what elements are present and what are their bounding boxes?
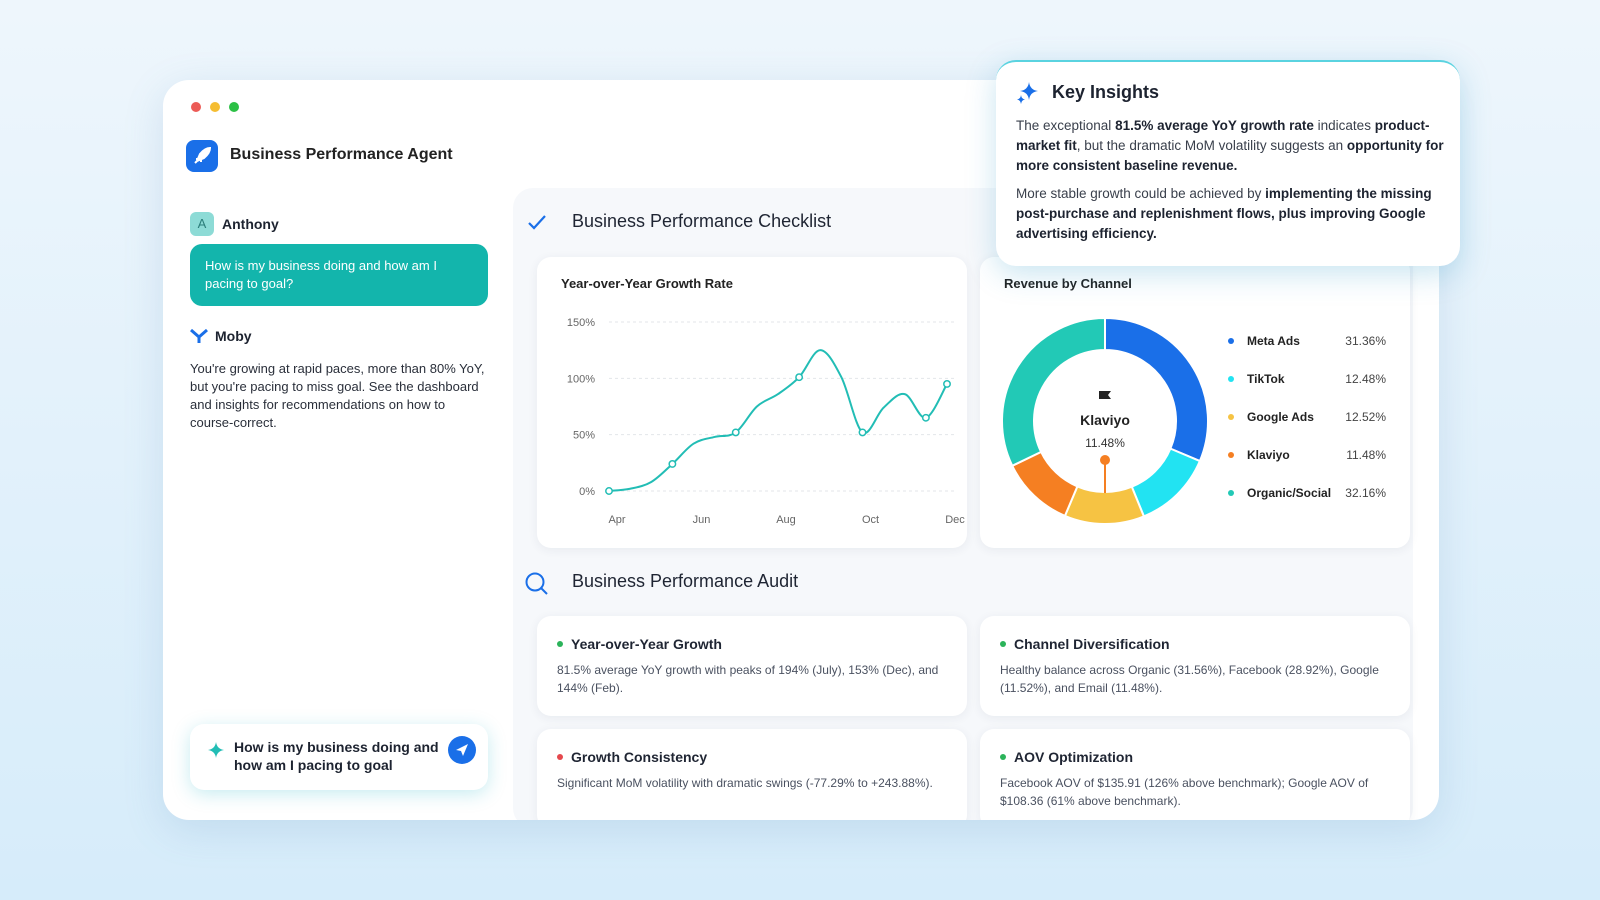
sparkle-icon	[208, 742, 224, 758]
legend-dot	[1228, 452, 1234, 458]
audit-item-title: AOV Optimization	[1014, 749, 1133, 765]
line-chart-card: Year-over-Year Growth Rate 0% 50% 100% 150%…	[537, 257, 967, 548]
audit-item-title: Year-over-Year Growth	[571, 636, 722, 652]
insight-text: , but the dramatic MoM volatility sugges…	[1076, 138, 1347, 153]
agent-name: Moby	[215, 328, 252, 344]
chart-title: Revenue by Channel	[1004, 276, 1132, 291]
legend-value: 11.48%	[1346, 448, 1386, 462]
insights-body: The exceptional 81.5% average YoY growth…	[1016, 116, 1444, 252]
audit-item-title: Channel Diversification	[1014, 636, 1170, 652]
donut-slice	[1001, 316, 1106, 468]
audit-card: Year-over-Year Growth 81.5% average YoY g…	[537, 616, 967, 716]
legend-value: 32.16%	[1345, 486, 1386, 500]
insight-paragraph: The exceptional 81.5% average YoY growth…	[1016, 116, 1444, 176]
moby-icon	[190, 328, 208, 343]
insight-text: More stable growth could be achieved by	[1016, 186, 1266, 201]
line-chart: Year-over-Year Growth Rate 0% 50% 100% 150%…	[561, 276, 965, 526]
chat-input[interactable]: How is my business doing and how am I pa…	[190, 724, 488, 790]
audit-card: Growth Consistency Significant MoM volati…	[537, 729, 967, 820]
agent-icon	[186, 140, 218, 172]
point-marker	[605, 487, 613, 495]
legend-label: Meta Ads	[1247, 334, 1300, 348]
window-dot	[191, 102, 201, 112]
y-tick-label: 50%	[573, 430, 595, 442]
checklist-title: Business Performance Checklist	[572, 211, 832, 231]
y-tick-label: 0%	[579, 486, 595, 498]
audit-item-text: Healthy balance across Organic (31.56%),…	[1000, 663, 1379, 695]
insight-text: 81.5% average YoY growth rate	[1115, 118, 1314, 133]
sparkle-icon	[1017, 82, 1038, 104]
user-name: Anthony	[222, 216, 279, 232]
point-marker	[921, 413, 930, 422]
center-label: Klaviyo	[1080, 412, 1130, 428]
audit-title: Business Performance Audit	[572, 571, 799, 591]
legend-value: 31.36%	[1345, 334, 1386, 348]
legend-dot	[1228, 414, 1234, 420]
insight-text: The exceptional	[1016, 118, 1116, 133]
x-tick-label: Oct	[862, 514, 879, 526]
rocket-icon	[194, 146, 212, 164]
send-icon	[456, 744, 468, 756]
legend-label: Google Ads	[1247, 410, 1314, 424]
insight-paragraph: More stable growth could be achieved by …	[1016, 184, 1444, 244]
search-icon	[525, 572, 548, 595]
insights-title: Key Insights	[1052, 82, 1160, 102]
donut-chart-card: Revenue by Channel Meta Ads 31.36% TikTok 1…	[980, 257, 1410, 548]
check-icon	[528, 215, 546, 230]
insight-text: opportunity for more consistent baseline…	[1016, 138, 1444, 173]
x-tick-label: Dec	[945, 514, 965, 526]
chat-input-text: How is my business doing and how am I pa…	[234, 739, 439, 773]
chart-title: Year-over-Year Growth Rate	[561, 276, 733, 291]
agent-title: Business Performance Agent	[230, 146, 453, 163]
x-tick-label: Jun	[693, 514, 711, 526]
x-tick-label: Aug	[776, 514, 796, 526]
insights-popup: Key Insights The exceptional 81.5% avera…	[996, 60, 1460, 266]
user-message: How is my business doing and how am I pa…	[190, 244, 488, 306]
legend-label: TikTok	[1247, 372, 1285, 386]
audit-item-text: 81.5% average YoY growth with peaks of 1…	[557, 663, 939, 695]
point-marker	[858, 428, 867, 437]
y-tick-label: 150%	[567, 317, 595, 329]
point-marker	[668, 460, 677, 468]
status-dot	[1000, 641, 1006, 647]
insight-text: implementing the missing post-purchase a…	[1016, 186, 1432, 241]
point-marker	[795, 373, 804, 382]
window-dot	[210, 102, 220, 112]
agent-message: You're growing at rapid paces, more than…	[190, 361, 485, 430]
audit-item-title: Growth Consistency	[571, 749, 708, 765]
status-dot	[1000, 754, 1006, 760]
center-value: 11.48%	[1085, 436, 1125, 450]
legend-dot	[1228, 338, 1234, 344]
audit-card: AOV Optimization Facebook AOV of $135.91 …	[980, 729, 1410, 820]
legend-dot	[1228, 376, 1234, 382]
audit-card: Channel Diversification Healthy balance a…	[980, 616, 1410, 716]
status-dot	[557, 641, 563, 647]
y-tick-label: 100%	[567, 373, 595, 385]
donut-slice	[1130, 447, 1202, 518]
line-series	[608, 349, 948, 492]
legend-value: 12.52%	[1345, 410, 1386, 424]
audit-item-text: Facebook AOV of $135.91 (126% above benc…	[1000, 776, 1369, 808]
legend-dot	[1228, 490, 1234, 496]
insight-text: product-market fit	[1016, 118, 1430, 153]
x-tick-label: Apr	[608, 514, 625, 526]
insight-text: indicates	[1313, 118, 1375, 133]
donut-chart: Revenue by Channel Meta Ads 31.36% TikTok 1…	[1001, 276, 1386, 525]
status-dot	[557, 754, 563, 760]
point-marker	[731, 428, 740, 437]
audit-item-text: Significant MoM volatility with dramatic…	[557, 776, 933, 790]
pin-dot	[1100, 455, 1110, 465]
send-button[interactable]	[448, 736, 476, 764]
legend-value: 12.48%	[1345, 372, 1386, 386]
point-marker	[943, 380, 951, 388]
user-avatar: A	[190, 212, 214, 236]
legend-label: Klaviyo	[1247, 448, 1290, 462]
window-dot	[229, 102, 239, 112]
flag-icon	[1099, 391, 1111, 399]
legend-label: Organic/Social	[1247, 486, 1331, 500]
